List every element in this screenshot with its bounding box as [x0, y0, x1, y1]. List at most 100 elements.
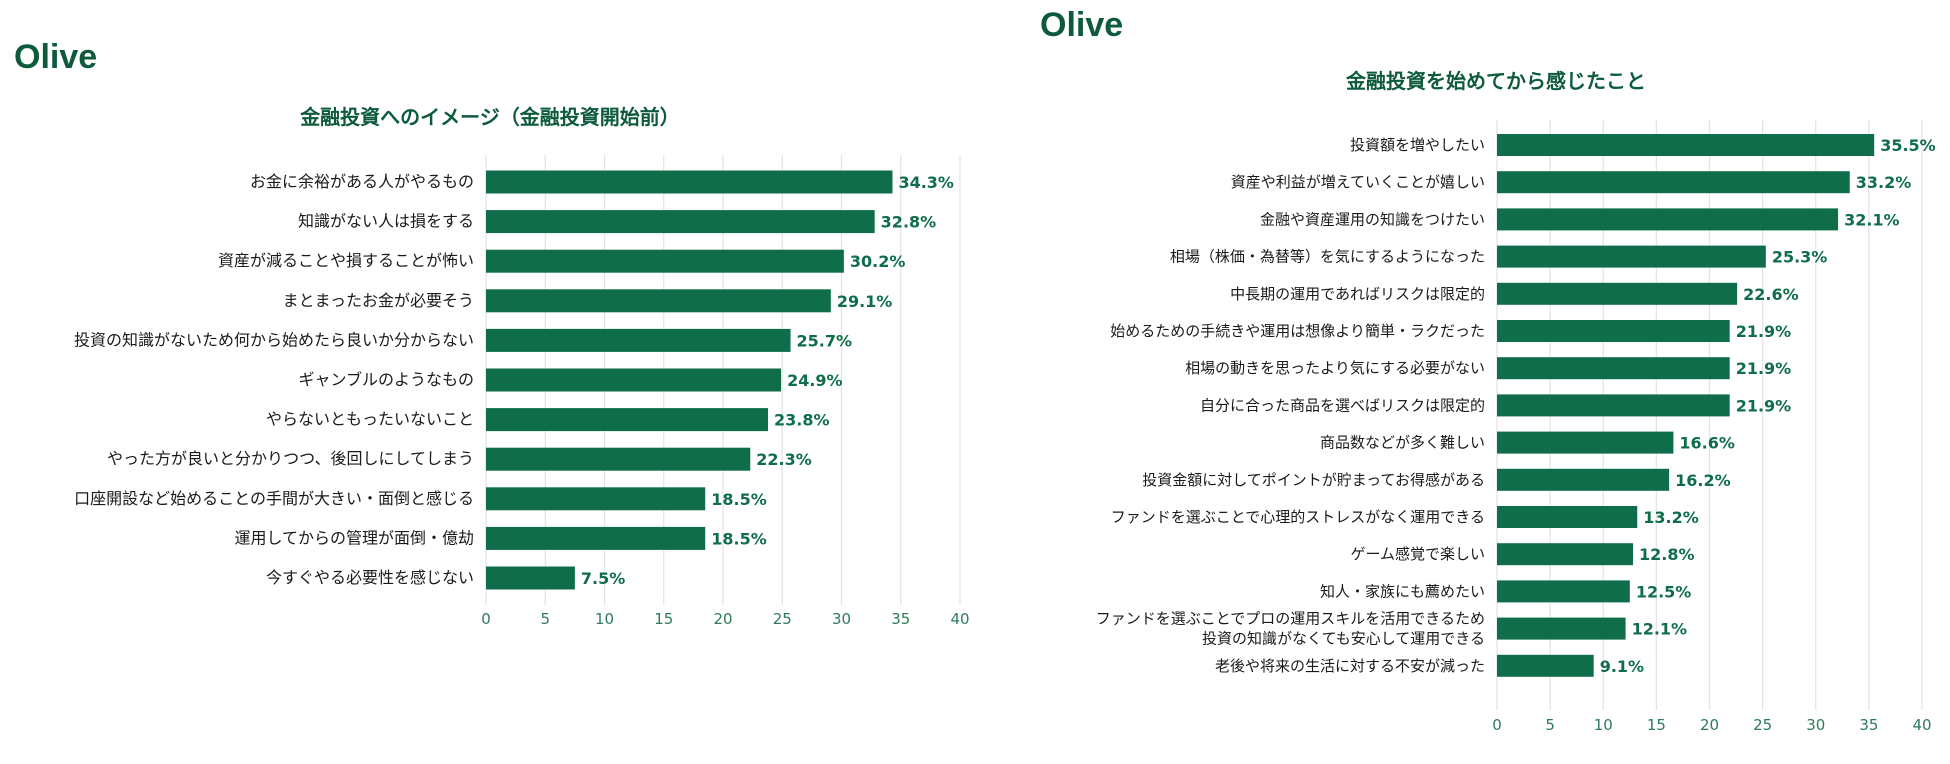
- bar: [1497, 617, 1626, 640]
- bar: [1497, 506, 1638, 528]
- data-label: 24.9%: [787, 371, 843, 390]
- category-label: ファンドを選ぶことでプロの運用スキルを活用できるため投資の知識がなくても安心して…: [1096, 610, 1485, 648]
- data-label: 16.6%: [1679, 434, 1735, 453]
- bar: [1497, 320, 1730, 342]
- category-label: やった方が良いと分かりつつ、後回しにしてしまう: [107, 449, 474, 468]
- x-tick-label: 5: [540, 610, 550, 628]
- x-tick-label: 20: [1700, 716, 1719, 734]
- bar: [1497, 431, 1674, 454]
- category-label: ゲーム感覚で楽しい: [1350, 545, 1485, 563]
- data-label: 7.5%: [581, 569, 625, 588]
- x-tick-label: 25: [773, 610, 792, 628]
- data-label: 16.2%: [1675, 471, 1731, 490]
- category-label: 口座開設など始めることの手間が大きい・面倒と感じる: [74, 489, 474, 508]
- bar: [486, 170, 893, 194]
- category-label: 相場（株価・為替等）を気にするようになった: [1170, 248, 1485, 266]
- data-label: 21.9%: [1736, 322, 1792, 341]
- category-label: 商品数などが多く難しい: [1320, 434, 1485, 452]
- x-tick-label: 0: [1492, 716, 1502, 734]
- data-label: 35.5%: [1880, 136, 1936, 155]
- x-tick-label: 35: [1859, 716, 1878, 734]
- bar: [486, 408, 769, 432]
- category-label: 投資額を増やしたい: [1350, 136, 1485, 154]
- data-label: 18.5%: [711, 490, 767, 509]
- bar: [486, 447, 751, 471]
- bar: [486, 328, 791, 352]
- category-label: まとまったお金が必要そう: [283, 291, 474, 310]
- x-tick-label: 15: [654, 610, 673, 628]
- data-label: 32.1%: [1844, 210, 1900, 229]
- data-label: 25.7%: [797, 331, 853, 350]
- bar: [486, 249, 844, 273]
- data-label: 23.8%: [774, 411, 830, 430]
- category-label: 自分に合った商品を選べばリスクは限定的: [1200, 396, 1485, 414]
- category-label: やらないともったいないこと: [266, 410, 474, 429]
- category-label: 投資金額に対してポイントが貯まってお得感がある: [1142, 471, 1485, 489]
- chart-title: 金融投資を始めてから感じたこと: [1345, 69, 1646, 93]
- category-label: 資産や利益が増えていくことが嬉しい: [1231, 173, 1485, 191]
- category-label: 中長期の運用であればリスクは限定的: [1230, 285, 1485, 303]
- x-tick-label: 5: [1545, 716, 1555, 734]
- category-label-line: 投資の知識がなくても安心して運用できる: [1202, 630, 1485, 648]
- x-tick-label: 10: [595, 610, 614, 628]
- x-tick-label: 10: [1594, 716, 1613, 734]
- category-label: 運用してからの管理が面倒・億劫: [234, 528, 474, 547]
- x-tick-label: 40: [1912, 716, 1931, 734]
- data-label: 12.5%: [1636, 582, 1692, 601]
- bar: [1497, 282, 1738, 305]
- bar: [486, 487, 706, 511]
- category-label: お金に余裕がある人がやるもの: [250, 172, 474, 191]
- category-label: 知識がない人は損をする: [298, 212, 474, 231]
- data-label: 12.1%: [1632, 620, 1688, 639]
- chart-right: 金融投資を始めてから感じたこと 35.5% 投資額を増やしたい 33.2% 資産や利益が…: [1096, 69, 1936, 734]
- bar: [1497, 468, 1670, 491]
- bar: [1497, 357, 1730, 380]
- bar: [1497, 654, 1594, 677]
- x-tick-label: 15: [1647, 716, 1666, 734]
- bar: [486, 526, 706, 550]
- x-tick-label: 0: [481, 610, 491, 628]
- data-label: 12.8%: [1639, 545, 1695, 564]
- category-label: 金融や資産運用の知識をつけたい: [1260, 210, 1485, 228]
- bar: [1497, 394, 1730, 417]
- data-label: 21.9%: [1736, 359, 1792, 378]
- chart-left: 金融投資へのイメージ（金融投資開始前） 34.3% お金に余裕がある人がやるもの 32…: [74, 105, 970, 628]
- category-label: 始めるための手続きや運用は想像より簡単・ラクだった: [1110, 322, 1485, 340]
- bar: [1497, 171, 1850, 194]
- bar: [486, 368, 782, 392]
- data-label: 22.3%: [756, 450, 812, 469]
- data-label: 29.1%: [837, 292, 893, 311]
- x-tick-label: 30: [832, 610, 851, 628]
- bar: [1497, 580, 1630, 603]
- data-label: 25.3%: [1772, 248, 1828, 267]
- category-label: 知人・家族にも薦めたい: [1320, 582, 1485, 600]
- category-label-line: ファンドを選ぶことでプロの運用スキルを活用できるため: [1096, 610, 1485, 628]
- category-label: 資産が減ることや損することが怖い: [218, 251, 474, 270]
- data-label: 22.6%: [1743, 285, 1799, 304]
- brand-logo-left: Olive: [14, 38, 97, 76]
- data-label: 21.9%: [1736, 396, 1792, 415]
- bar: [486, 566, 575, 590]
- x-tick-label: 35: [891, 610, 910, 628]
- data-label: 13.2%: [1643, 508, 1699, 527]
- x-tick-label: 40: [950, 610, 969, 628]
- x-tick-label: 20: [713, 610, 732, 628]
- category-label: 投資の知識がないため何から始めたら良いか分からない: [74, 330, 474, 349]
- category-label: 老後や将来の生活に対する不安が減った: [1215, 657, 1485, 675]
- bar: [1497, 245, 1766, 268]
- chart-title: 金融投資へのイメージ（金融投資開始前）: [299, 105, 680, 129]
- category-label: ファンドを選ぶことで心理的ストレスがなく運用できる: [1111, 508, 1485, 526]
- category-label: ギャンブルのようなもの: [298, 370, 474, 389]
- data-label: 33.2%: [1856, 173, 1912, 192]
- data-label: 18.5%: [711, 529, 767, 548]
- category-label: 相場の動きを思ったより気にする必要がない: [1185, 359, 1485, 377]
- bar: [486, 210, 875, 234]
- brand-logo-right: Olive: [1040, 6, 1123, 44]
- data-label: 34.3%: [898, 173, 954, 192]
- category-label: 今すぐやる必要性を感じない: [266, 568, 474, 587]
- bar: [1497, 134, 1875, 156]
- bar: [1497, 543, 1633, 566]
- data-label: 9.1%: [1600, 657, 1644, 676]
- data-label: 30.2%: [850, 252, 906, 271]
